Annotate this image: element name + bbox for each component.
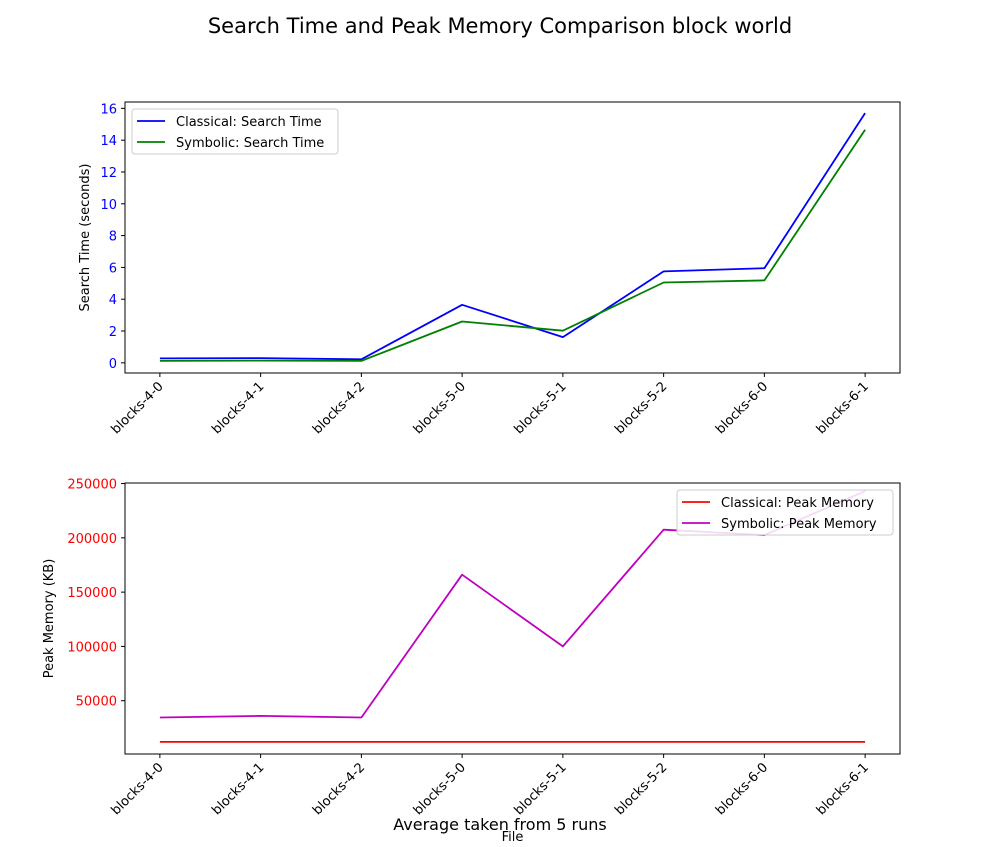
plot-frame <box>124 482 901 755</box>
y-tick-label: 2 <box>109 325 117 340</box>
x-tick-label: blocks-6-0 <box>713 379 771 437</box>
legend-label: Classical: Peak Memory <box>721 496 874 511</box>
legend-box <box>131 108 339 155</box>
x-tick-label: blocks-6-1 <box>814 379 872 437</box>
x-tick-label: blocks-4-1 <box>209 760 267 818</box>
series-line <box>159 112 866 361</box>
y-tick-label: 16 <box>100 102 117 117</box>
y-tick-label: 10 <box>100 198 117 213</box>
legend-label: Symbolic: Peak Memory <box>721 517 877 532</box>
y-tick-label: 250000 <box>67 478 117 493</box>
y-axis-label: Peak Memory (KB) <box>42 559 57 679</box>
y-tick-label: 200000 <box>67 532 117 547</box>
x-axis-label: File <box>502 830 524 845</box>
y-tick-label: 100000 <box>67 640 117 655</box>
x-tick-label: blocks-4-0 <box>109 379 167 437</box>
x-tick-label: blocks-5-0 <box>411 760 469 818</box>
y-tick-label: 6 <box>109 261 117 276</box>
y-tick-label: 8 <box>109 230 117 245</box>
y-tick-label: 12 <box>100 166 117 181</box>
y-axis-label: Search Time (seconds) <box>78 163 93 311</box>
x-tick-label: blocks-6-1 <box>814 760 872 818</box>
x-tick-label: blocks-4-1 <box>209 379 267 437</box>
series-line <box>159 129 866 362</box>
x-tick-label: blocks-5-1 <box>512 379 570 437</box>
y-tick-label: 14 <box>100 134 117 149</box>
legend-label: Classical: Search Time <box>176 115 322 130</box>
x-tick-label: blocks-5-2 <box>612 760 670 818</box>
y-tick-label: 150000 <box>67 586 117 601</box>
plot-frame <box>124 101 901 374</box>
x-tick-label: blocks-5-2 <box>612 379 670 437</box>
x-tick-label: blocks-5-1 <box>512 760 570 818</box>
legend-label: Symbolic: Search Time <box>176 136 324 151</box>
footnote: Average taken from 5 runs <box>393 815 606 834</box>
x-tick-label: blocks-4-2 <box>310 760 368 818</box>
x-tick-label: blocks-6-0 <box>713 760 771 818</box>
x-tick-label: blocks-4-2 <box>310 379 368 437</box>
legend-box <box>676 489 894 536</box>
y-tick-label: 50000 <box>76 695 117 710</box>
x-tick-label: blocks-4-0 <box>109 760 167 818</box>
y-tick-label: 4 <box>109 293 117 308</box>
peak-memory-plot: blocks-4-0 blocks-4-1 blocks-4-2 blocks-5-0… <box>42 478 901 845</box>
x-tick-label: blocks-5-0 <box>411 379 469 437</box>
figure-title: Search Time and Peak Memory Comparison b… <box>208 14 792 38</box>
search-time-plot: blocks-4-0 blocks-4-1 blocks-4-2 blocks-5-0… <box>78 101 901 437</box>
y-tick-label: 0 <box>109 357 117 372</box>
